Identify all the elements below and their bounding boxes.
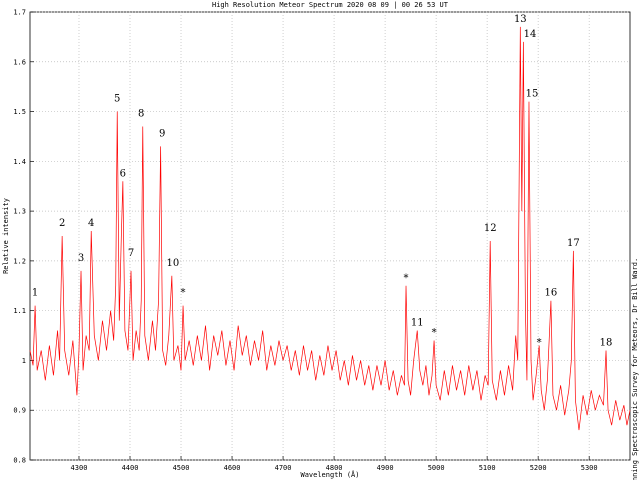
peak-annotation: *	[404, 273, 409, 284]
x-tick-label: 5000	[428, 464, 445, 472]
peak-annotation: *	[537, 338, 542, 349]
peak-annotation: 2	[59, 218, 65, 229]
x-tick-label: 4700	[275, 464, 292, 472]
y-tick-label: 1.6	[13, 58, 26, 66]
x-tick-label: 4300	[71, 464, 88, 472]
chart-title: High Resolution Meteor Spectrum 2020 08 …	[212, 1, 449, 9]
peak-annotation: 6	[120, 168, 126, 179]
side-note: Kilwinning Spectroscopic Survey for Mete…	[631, 258, 639, 480]
peak-annotation: *	[432, 328, 437, 339]
peak-annotation: 17	[567, 238, 580, 249]
y-tick-label: 1.1	[13, 307, 26, 315]
peak-annotation: 9	[159, 128, 165, 139]
peak-annotation: *	[181, 288, 186, 299]
y-tick-label: 1	[22, 357, 26, 365]
x-tick-label: 5200	[530, 464, 547, 472]
x-tick-label: 4900	[377, 464, 394, 472]
x-tick-label: 4500	[173, 464, 190, 472]
peak-annotation: 5	[114, 94, 120, 105]
y-tick-label: 1.7	[13, 9, 26, 17]
y-tick-label: 1.4	[13, 158, 26, 166]
x-tick-label: 4400	[122, 464, 139, 472]
x-tick-label: 5100	[479, 464, 496, 472]
peak-annotation: 16	[545, 288, 558, 299]
peak-annotation: 14	[524, 29, 537, 40]
peak-annotation: 3	[78, 253, 84, 264]
peak-annotation: 18	[600, 338, 613, 349]
peak-annotation: 4	[88, 218, 94, 229]
y-tick-label: 1.5	[13, 108, 26, 116]
y-tick-label: 1.2	[13, 257, 26, 265]
y-axis-label: Relative intensity	[2, 198, 10, 274]
peak-annotation: 10	[166, 258, 179, 269]
x-tick-label: 4600	[224, 464, 241, 472]
peak-annotation: 12	[484, 223, 497, 234]
x-tick-label: 5300	[581, 464, 598, 472]
y-tick-label: 0.9	[13, 407, 26, 415]
peak-annotation: 1	[32, 288, 38, 299]
x-tick-label: 4800	[326, 464, 343, 472]
spectrum-line	[29, 26, 631, 431]
y-tick-label: 0.8	[13, 457, 26, 465]
peak-annotation: 8	[138, 109, 144, 120]
x-axis-label: Wavelength (Å)	[300, 470, 359, 479]
peak-annotation: 7	[128, 248, 134, 259]
peak-annotation: 15	[526, 89, 539, 100]
plot-frame	[29, 11, 631, 461]
y-tick-label: 1.3	[13, 208, 26, 216]
peak-annotation: 13	[514, 14, 527, 25]
peak-annotation: 11	[411, 318, 424, 329]
